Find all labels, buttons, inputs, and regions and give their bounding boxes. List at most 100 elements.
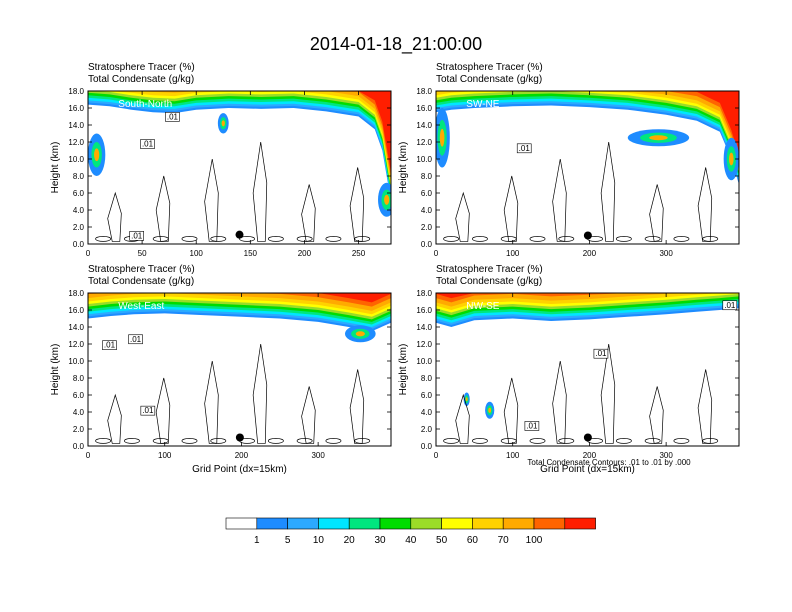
tracer-band [88,91,391,185]
contour-label: .01 [131,231,143,240]
y-tick-label: 6.0 [73,189,85,198]
x-axis-label: Grid Point (dx=15km) [192,464,287,475]
condensate-contour [301,386,316,444]
y-tick-label: 18.0 [68,87,84,96]
panel-subtitle-tracer: Stratosphere Tracer (%) [436,264,543,275]
y-tick-label: 0.0 [421,442,433,451]
condensate-contour [529,438,546,444]
y-tick-label: 16.0 [68,104,84,113]
y-tick-label: 12.0 [68,138,84,147]
y-tick-label: 18.0 [416,87,432,96]
tracer-intrusion [221,120,225,127]
x-tick-label: 300 [659,451,673,460]
panel-label: SW-NE [466,99,499,110]
y-tick-label: 6.0 [421,189,433,198]
y-axis-label: Height (km) [398,142,409,194]
condensate-contour [615,236,632,242]
condensate-contour [529,236,546,242]
y-tick-label: 12.0 [416,138,432,147]
contour-label: .01 [142,140,154,149]
contour-label-box [140,139,155,149]
location-marker [235,230,244,239]
y-tick-label: 12.0 [68,340,84,349]
condensate-contour [702,236,719,242]
condensate-contour [500,438,517,444]
y-tick-label: 10.0 [416,155,432,164]
condensate-contour [702,438,719,444]
panels: Stratosphere Tracer (%)Total Condensate … [50,62,740,475]
condensate-contour [252,343,268,444]
condensate-contour [443,236,460,242]
colorbar-label: 60 [467,535,479,546]
tracer-intrusion [94,148,100,162]
y-tick-label: 4.0 [73,408,85,417]
panel-subtitle-tracer: Stratosphere Tracer (%) [88,264,195,275]
contour-label: .01 [595,349,607,358]
condensate-contour [472,438,488,444]
location-marker [583,433,592,442]
contour-label: .01 [519,144,531,153]
tracer-band-top [436,91,739,156]
x-tick-label: 200 [583,451,597,460]
condensate-contour [210,236,227,242]
tracer-intrusion [465,397,468,402]
y-tick-label: 10.0 [416,357,432,366]
colorbar-label: 40 [405,535,417,546]
condensate-contour [267,438,284,444]
contour-label: .01 [142,406,154,415]
plot-background [88,91,391,244]
contour-label-box [140,405,156,416]
location-marker [235,433,244,442]
condensate-contour [354,438,371,444]
panel-subtitle-tracer: Stratosphere Tracer (%) [88,62,195,73]
location-marker [583,231,592,240]
colorbar-swatch [533,517,566,530]
panel-subtitle-condensate: Total Condensate (g/kg) [88,276,194,287]
contour-label-box [129,231,144,241]
y-tick-label: 0.0 [73,442,85,451]
contour-label-box [722,300,738,311]
heatmap-field: .01 .01 .01 [88,91,391,244]
y-axis-label: Height (km) [398,344,409,396]
x-tick-label: 200 [298,249,312,258]
condensate-contour [155,377,171,444]
contour-label-box [524,421,540,431]
colorbar-swatch [225,517,258,530]
x-tick-label: 300 [311,451,325,460]
y-tick-label: 2.0 [421,223,433,232]
condensate-contour [325,438,342,444]
y-tick-label: 6.0 [73,391,85,400]
y-tick-label: 14.0 [416,121,432,130]
condensate-contour [673,438,690,444]
x-tick-label: 100 [190,249,204,258]
y-tick-label: 4.0 [421,408,433,417]
colorbar-swatch [472,517,504,530]
condensate-contour [615,438,632,444]
tracer-band [88,293,391,307]
condensate-contour [152,438,169,444]
panel-3: Stratosphere Tracer (%)Total Condensate … [50,264,392,475]
colorbar-swatch [502,517,535,530]
condensate-contour [558,236,575,242]
condensate-contour [600,343,616,444]
y-tick-label: 4.0 [73,206,85,215]
panel-label: NW-SE [466,301,499,312]
contour-label: .01 [104,341,116,350]
condensate-contour [152,236,169,242]
tracer-band [436,293,739,307]
condensate-contour [181,236,198,242]
contour-label: .01 [526,421,538,430]
tracer-intrusion [488,407,492,413]
x-tick-label: 0 [434,451,439,460]
condensate-contour [649,386,664,444]
contour-label-box [593,348,609,359]
y-tick-label: 16.0 [68,306,84,315]
heatmap-field: .01 .01 .01 [436,293,739,446]
condensate-contour [644,438,661,444]
condensate-contour [301,184,316,242]
x-tick-label: 100 [158,451,172,460]
colorbar-swatch [441,517,473,530]
x-tick-label: 150 [244,249,258,258]
y-tick-label: 10.0 [68,357,84,366]
